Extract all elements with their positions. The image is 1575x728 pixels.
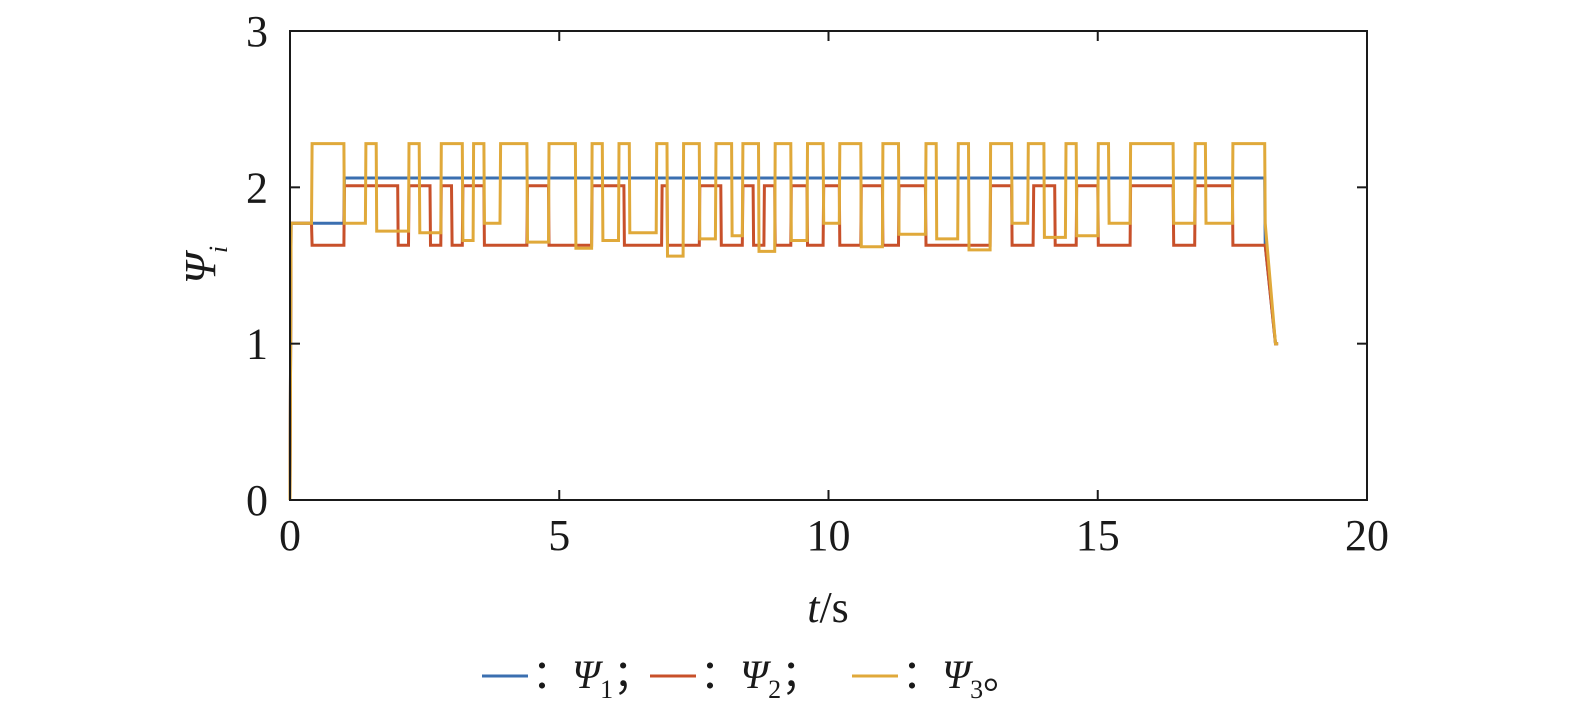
x-tick-label: 10: [807, 511, 851, 560]
series-line-2: [288, 184, 1279, 501]
series-line-3: [288, 142, 1279, 501]
y-tick-label: 2: [246, 163, 268, 212]
y-axis-label-sub: i: [204, 246, 233, 253]
legend-label: ：Ψ2；: [700, 652, 821, 704]
y-tick-label: 0: [246, 476, 268, 525]
legend-item-2: ：Ψ2；: [650, 652, 821, 704]
legend: ：Ψ1； ：Ψ2； ：Ψ3。: [482, 652, 1023, 704]
legend-label: ：Ψ1；: [532, 652, 653, 704]
x-axis-label: t/s: [807, 583, 849, 632]
plot-area: 0 5 10 15 20 0 1 2 3: [246, 7, 1389, 560]
series-layer: [288, 142, 1279, 501]
x-axis-label-var: t: [807, 583, 821, 632]
y-axis-label-symbol: Ψ: [176, 249, 225, 284]
legend-label: ：Ψ3。: [902, 652, 1023, 704]
y-tick-label: 3: [246, 7, 268, 56]
legend-item-1: ：Ψ1；: [482, 652, 653, 704]
ticks-layer: 0 5 10 15 20 0 1 2 3: [246, 7, 1389, 560]
y-axis-label: Ψi: [176, 246, 233, 284]
x-axis-label-unit: /s: [819, 583, 848, 632]
y-tick-label: 1: [246, 320, 268, 369]
x-tick-label: 15: [1076, 511, 1120, 560]
plot-frame: [289, 30, 1368, 501]
legend-item-3: ：Ψ3。: [852, 652, 1023, 704]
x-tick-label: 20: [1345, 511, 1389, 560]
x-tick-label: 0: [279, 511, 301, 560]
x-tick-label: 5: [548, 511, 570, 560]
